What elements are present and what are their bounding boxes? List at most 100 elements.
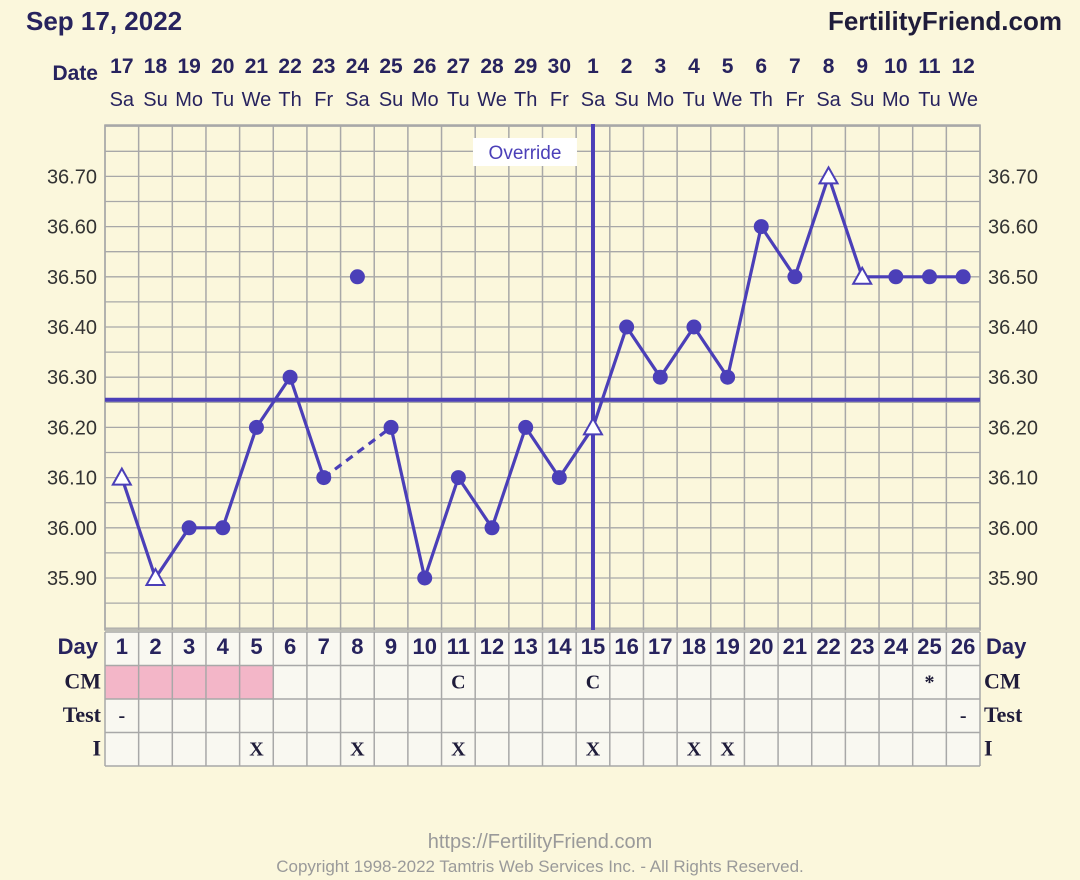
temp-segment: [490, 426, 528, 529]
date-label: 22: [278, 55, 301, 78]
obs-cell-i: X: [586, 739, 601, 761]
obs-cell-cm: C: [451, 672, 465, 694]
weekday-label: Tu: [447, 89, 470, 111]
temp-point: [787, 269, 803, 285]
y-tick-left: 36.20: [47, 417, 97, 439]
weekday-label: Sa: [345, 89, 370, 111]
obs-cell-cm: C: [586, 672, 600, 694]
footer-copyright: Copyright 1998-2022 Tamtris Web Services…: [276, 857, 804, 876]
cycle-day: 25: [917, 634, 941, 659]
y-tick-right: 36.30: [988, 367, 1038, 389]
temp-segment: [658, 326, 696, 379]
cycle-day: 17: [648, 634, 672, 659]
y-tick-right: 36.20: [988, 417, 1038, 439]
weekday-label: Fr: [550, 89, 569, 111]
temp-point: [248, 419, 264, 435]
weekday-label: We: [477, 89, 507, 111]
cycle-day: 26: [951, 634, 975, 659]
cycle-day: 18: [682, 634, 706, 659]
date-label: 27: [447, 55, 470, 78]
y-tick-left: 36.40: [47, 317, 97, 339]
date-label: 7: [789, 55, 801, 78]
weekday-label: Th: [278, 89, 301, 111]
temp-point: [316, 470, 332, 486]
period-cell: [172, 665, 206, 699]
obs-cell-i: X: [720, 739, 735, 761]
temp-point: [417, 570, 433, 586]
y-tick-right: 35.90: [988, 568, 1038, 590]
temp-point: [922, 269, 938, 285]
weekday-label: Su: [143, 89, 167, 111]
date-label: 24: [346, 55, 370, 78]
weekday-label: We: [948, 89, 978, 111]
date-label: 20: [211, 55, 234, 78]
y-tick-left: 36.30: [47, 367, 97, 389]
temp-segment: [625, 326, 662, 379]
day-row-label-right: Day: [986, 634, 1027, 659]
date-label: 6: [755, 55, 767, 78]
weekday-label: Tu: [683, 89, 706, 111]
cycle-day: 14: [547, 634, 572, 659]
cycle-day: 13: [513, 634, 537, 659]
temp-segment: [793, 175, 831, 278]
temp-point: [652, 369, 668, 385]
date-label: 19: [177, 55, 200, 78]
weekday-label: Fr: [785, 89, 804, 111]
temp-segment: [726, 226, 763, 378]
weekday-label: Sa: [816, 89, 841, 111]
weekday-label: Su: [850, 89, 874, 111]
obs-cell-i: X: [687, 739, 702, 761]
temp-point: [686, 319, 702, 335]
cycle-day: 10: [412, 634, 436, 659]
temp-point: [753, 219, 769, 235]
y-tick-left: 36.00: [47, 518, 97, 540]
period-cell: [205, 665, 240, 699]
temp-point-open: [582, 416, 604, 436]
temp-point: [955, 269, 971, 285]
temp-point: [349, 269, 365, 285]
temp-point: [450, 470, 466, 486]
cycle-day: 9: [385, 634, 397, 659]
temp-point: [181, 520, 197, 536]
override-label: Override: [489, 143, 562, 164]
plot-border: [104, 124, 981, 631]
obs-cell-cm: *: [925, 672, 935, 694]
y-tick-right: 36.10: [988, 468, 1038, 490]
date-label: 12: [951, 55, 974, 78]
weekday-label: Th: [750, 89, 773, 111]
temp-point-open: [817, 165, 840, 185]
temp-point: [720, 369, 736, 385]
cycle-day: 24: [884, 634, 909, 659]
weekday-label: Su: [379, 89, 403, 111]
period-cell: [138, 665, 173, 699]
date-label: 10: [884, 55, 907, 78]
weekday-label: We: [242, 89, 272, 111]
footer-url[interactable]: https://FertilityFriend.com: [427, 831, 653, 853]
row-label-cm-right: CM: [984, 669, 1021, 694]
cycle-day: 4: [217, 634, 230, 659]
cycle-day: 1: [116, 634, 128, 659]
date-label: 25: [379, 55, 403, 78]
cycle-day: 11: [447, 634, 470, 659]
date-label: 2: [621, 55, 633, 78]
temp-point-open: [111, 466, 133, 486]
obs-cell-i: X: [249, 739, 264, 761]
temp-segment: [389, 427, 427, 579]
temp-point: [383, 419, 399, 435]
chart-date-header: Sep 17, 2022: [26, 6, 183, 36]
cycle-day: 20: [749, 634, 773, 659]
cycle-day: 19: [715, 634, 739, 659]
site-name-header[interactable]: FertilityFriend.com: [827, 6, 1062, 36]
date-label: 4: [688, 55, 700, 78]
temp-point: [888, 269, 904, 285]
weekday-label: Sa: [110, 89, 135, 111]
weekday-label: Mo: [646, 89, 674, 111]
y-tick-left: 36.60: [47, 217, 97, 239]
cycle-day: 2: [149, 634, 161, 659]
row-label-i-left: I: [92, 736, 101, 761]
cycle-day: 22: [816, 634, 840, 659]
date-label: 1: [587, 55, 599, 78]
temp-point: [282, 369, 298, 385]
temp-point-open: [144, 566, 167, 586]
